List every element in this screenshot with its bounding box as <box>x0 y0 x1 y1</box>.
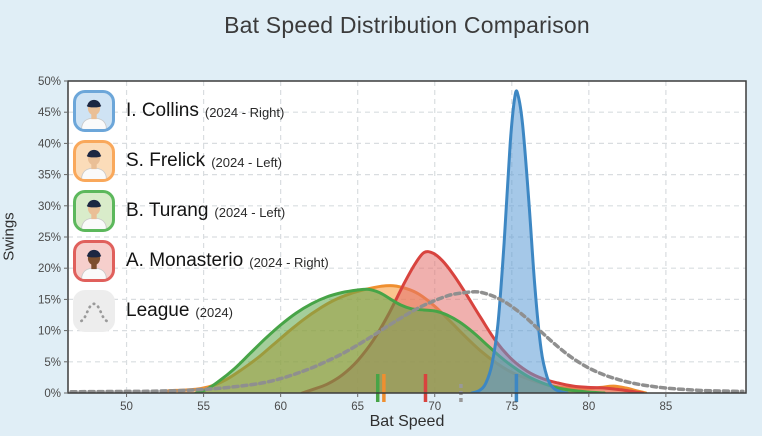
player-icon <box>81 249 107 279</box>
legend-item-a-monasterio[interactable]: A. Monasterio (2024 - Right) <box>73 240 329 282</box>
y-axis-title: Swings <box>0 212 18 261</box>
y-tick-label: 15% <box>38 294 61 306</box>
density-fill-i-collins <box>471 90 568 393</box>
legend-item-s-frelick[interactable]: S. Frelick (2024 - Left) <box>73 140 329 182</box>
x-tick-label: 60 <box>274 401 287 413</box>
y-tick-label: 50% <box>38 76 61 88</box>
y-tick-label: 20% <box>38 263 61 275</box>
y-tick-label: 30% <box>38 201 61 213</box>
y-tick-label: 35% <box>38 170 61 182</box>
chart-title: Bat Speed Distribution Comparison <box>224 12 590 38</box>
player-avatar-i-collins <box>73 90 115 132</box>
distribution-curve-glyph <box>80 302 108 323</box>
x-tick-label: 80 <box>582 401 595 413</box>
x-tick-label: 85 <box>659 401 672 413</box>
legend-player-meta: (2024 - Right) <box>249 254 329 270</box>
player-icon <box>81 99 107 129</box>
y-tick-label: 25% <box>38 232 61 244</box>
legend-item-league[interactable]: League (2024) <box>73 290 329 332</box>
x-tick-label: 50 <box>120 401 133 413</box>
y-tick-label: 40% <box>38 138 61 150</box>
y-tick-label: 0% <box>44 388 61 400</box>
x-tick-label: 55 <box>197 401 210 413</box>
legend-item-i-collins[interactable]: I. Collins (2024 - Right) <box>73 90 329 132</box>
legend-item-b-turang[interactable]: B. Turang (2024 - Left) <box>73 190 329 232</box>
player-icon <box>81 149 107 179</box>
density-curve-i-collins <box>470 89 569 393</box>
x-axis-title: Bat Speed <box>369 413 445 430</box>
legend-player-name: S. Frelick <box>126 150 206 171</box>
y-tick-label: 45% <box>38 107 61 119</box>
legend-player-name: B. Turang <box>126 200 209 221</box>
player-icon <box>81 199 107 229</box>
x-tick-label: 65 <box>351 401 364 413</box>
legend-player-name: I. Collins <box>126 100 199 121</box>
density-curve-league <box>69 290 745 393</box>
player-avatar-b-turang <box>73 190 115 232</box>
legend-player-meta: (2024) <box>195 304 233 320</box>
x-tick-label: 70 <box>428 401 441 413</box>
legend-player-meta: (2024 - Right) <box>204 104 285 120</box>
legend-player-meta: (2024 - Left) <box>211 154 283 170</box>
legend-player-name: League <box>126 300 190 321</box>
legend-player-name: A. Monasterio <box>126 250 244 271</box>
y-tick-label: 10% <box>38 326 61 338</box>
player-avatar-s-frelick <box>73 140 115 182</box>
legend-player-meta: (2024 - Left) <box>214 204 286 220</box>
player-avatar-a-monasterio <box>73 240 115 282</box>
legend: I. Collins (2024 - Right) S. Frelick (2024 … <box>73 90 329 340</box>
league-curve-icon <box>73 290 115 332</box>
y-tick-label: 5% <box>44 357 61 369</box>
x-tick-label: 75 <box>505 401 518 413</box>
